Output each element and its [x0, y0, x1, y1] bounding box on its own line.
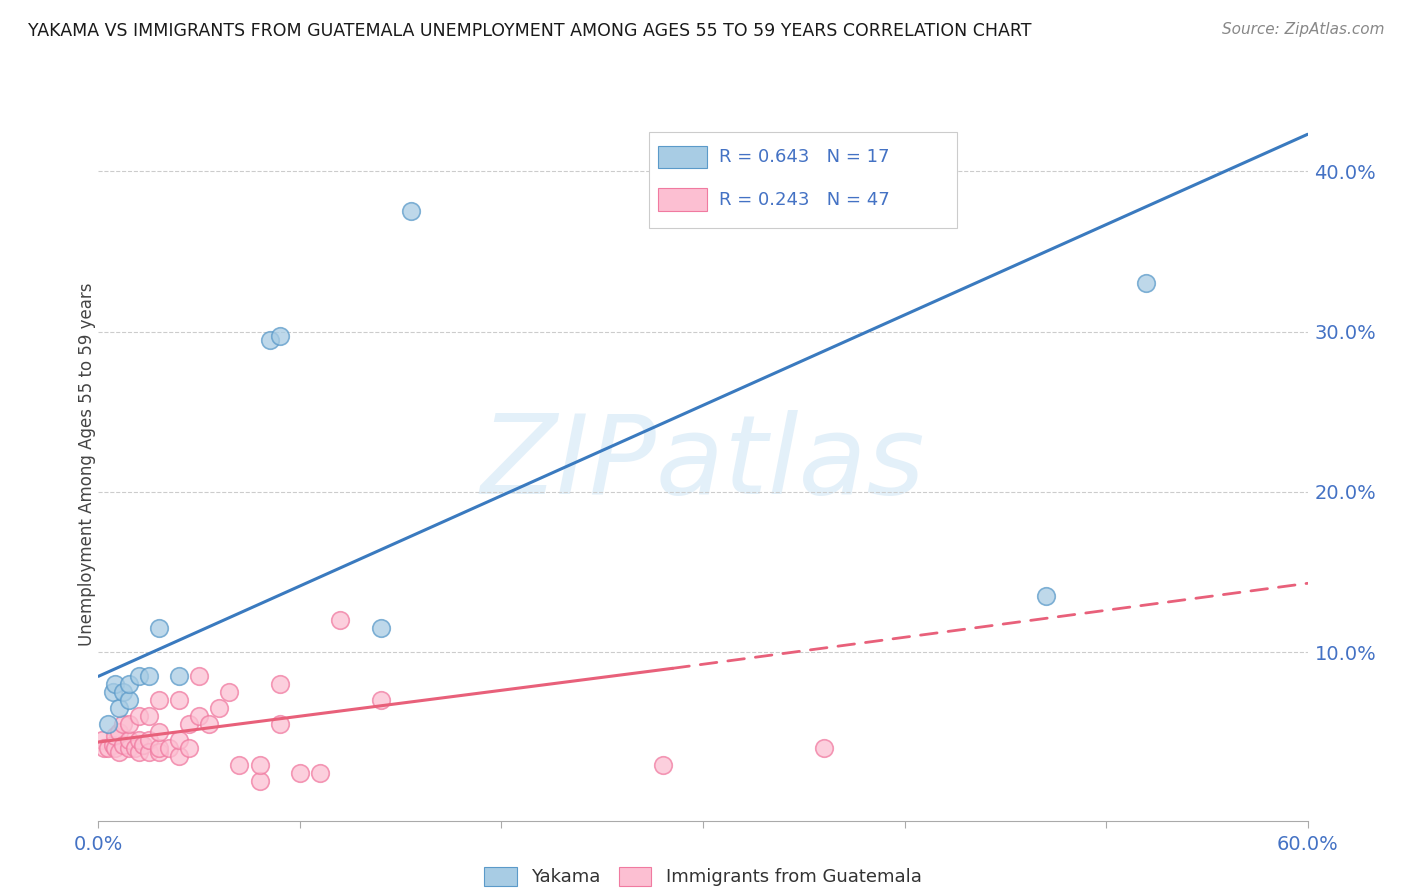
Legend: Yakama, Immigrants from Guatemala: Yakama, Immigrants from Guatemala: [477, 860, 929, 892]
Point: [128, 733, 150, 747]
Point: [148, 745, 170, 759]
Point: [269, 717, 291, 731]
Point: [111, 717, 134, 731]
Point: [651, 757, 673, 772]
Point: [138, 669, 160, 683]
Point: [370, 693, 392, 707]
Point: [97, 717, 120, 731]
Text: R = 0.243   N = 47: R = 0.243 N = 47: [720, 191, 890, 209]
Point: [1135, 277, 1157, 291]
Point: [101, 685, 124, 699]
Point: [118, 693, 141, 707]
Point: [148, 621, 170, 635]
Point: [103, 677, 125, 691]
Point: [118, 741, 141, 756]
Point: [399, 204, 422, 219]
Text: YAKAMA VS IMMIGRANTS FROM GUATEMALA UNEMPLOYMENT AMONG AGES 55 TO 59 YEARS CORRE: YAKAMA VS IMMIGRANTS FROM GUATEMALA UNEM…: [28, 22, 1032, 40]
Point: [208, 701, 231, 715]
Point: [370, 621, 392, 635]
Point: [124, 741, 146, 756]
Point: [309, 765, 332, 780]
Point: [138, 733, 160, 747]
Point: [167, 669, 190, 683]
Point: [128, 745, 150, 759]
Point: [259, 333, 281, 347]
Point: [103, 729, 125, 743]
FancyBboxPatch shape: [648, 132, 957, 228]
Point: [269, 329, 291, 343]
Point: [132, 739, 155, 753]
Point: [111, 739, 134, 753]
Point: [167, 693, 190, 707]
FancyBboxPatch shape: [658, 188, 707, 211]
Point: [177, 741, 201, 756]
Point: [218, 685, 240, 699]
Point: [228, 757, 250, 772]
Point: [97, 741, 120, 756]
Point: [157, 741, 180, 756]
Point: [177, 717, 201, 731]
Point: [111, 685, 134, 699]
Point: [128, 669, 150, 683]
Point: [148, 693, 170, 707]
Point: [813, 741, 835, 756]
Point: [329, 613, 352, 627]
Point: [107, 701, 129, 715]
Point: [128, 709, 150, 723]
Point: [93, 741, 115, 756]
Text: Source: ZipAtlas.com: Source: ZipAtlas.com: [1222, 22, 1385, 37]
Point: [148, 741, 170, 756]
Point: [118, 733, 141, 747]
Point: [198, 717, 221, 731]
Point: [249, 773, 271, 788]
Point: [107, 725, 129, 739]
Point: [288, 765, 311, 780]
Point: [118, 677, 141, 691]
Point: [1035, 589, 1057, 603]
Point: [188, 709, 211, 723]
Point: [188, 669, 211, 683]
Point: [138, 709, 160, 723]
Point: [167, 749, 190, 764]
Point: [107, 745, 129, 759]
Point: [103, 741, 125, 756]
FancyBboxPatch shape: [658, 145, 707, 169]
Point: [269, 677, 291, 691]
Point: [167, 733, 190, 747]
Point: [249, 757, 271, 772]
Y-axis label: Unemployment Among Ages 55 to 59 years: Unemployment Among Ages 55 to 59 years: [79, 282, 96, 646]
Point: [138, 745, 160, 759]
Text: ZIPatlas: ZIPatlas: [481, 410, 925, 517]
Point: [101, 739, 124, 753]
Point: [148, 725, 170, 739]
Point: [118, 717, 141, 731]
Text: R = 0.643   N = 17: R = 0.643 N = 17: [720, 148, 890, 166]
Point: [91, 733, 114, 747]
